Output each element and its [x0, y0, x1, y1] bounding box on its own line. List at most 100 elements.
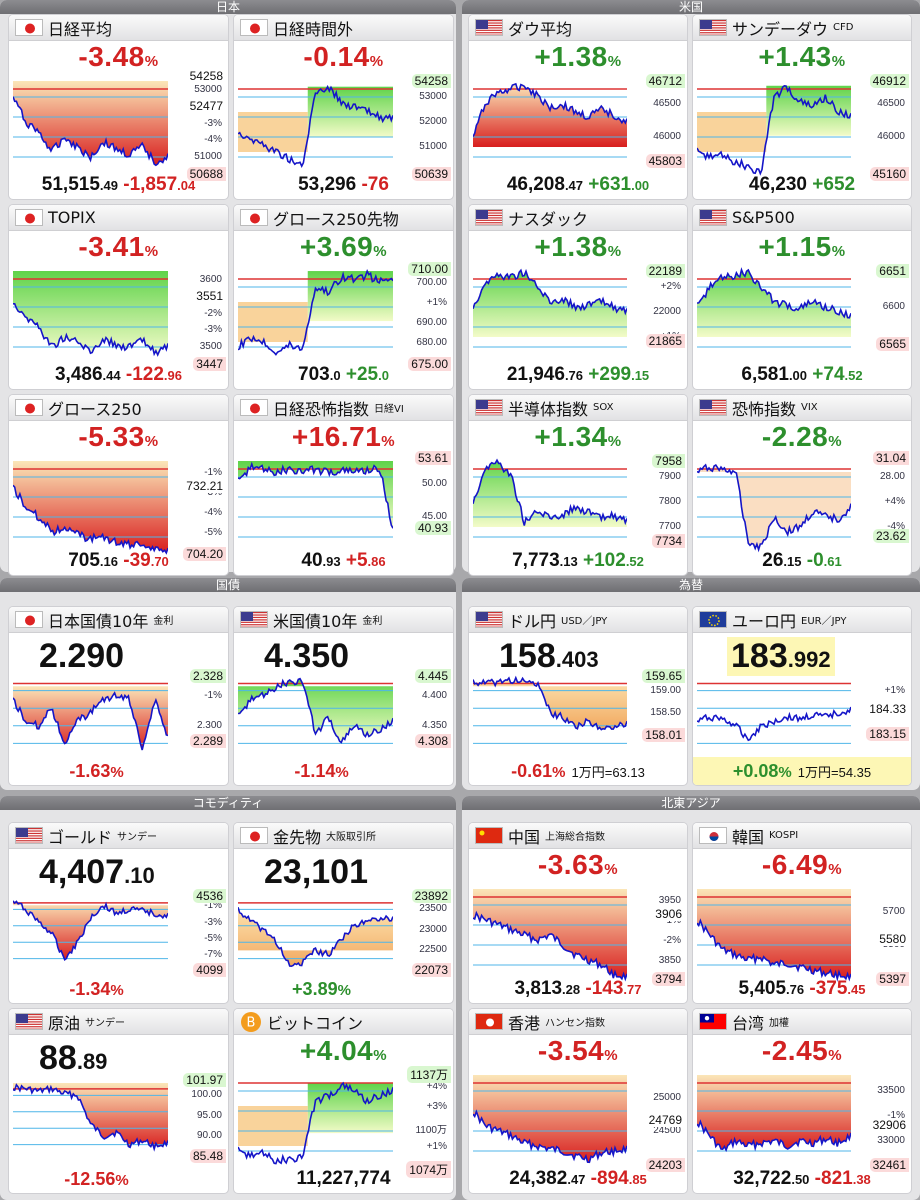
market-card[interactable]: B ビットコイン +4.04% +4% +3% 1100万 +1% 1137万 1074万 11,…	[233, 1008, 454, 1194]
market-card[interactable]: TOPIX-3.41%3600-1%-2%-3%3500355134473,48…	[8, 204, 229, 390]
instrument-sub: 日経VI	[374, 404, 404, 415]
price-and-change: 705.16 -39.70	[9, 550, 228, 572]
value-part: -821	[809, 1168, 853, 1189]
y-tick-label: 680.00	[416, 337, 447, 348]
market-card[interactable]: 台湾 加權 -2.45% 33500 -1% 33000 32906 32461 32,722.…	[692, 1008, 912, 1194]
yen-conversion: 1万円=54.35	[797, 765, 872, 780]
y-tick-label: +1%	[426, 297, 447, 308]
y-tick-label: -2%	[204, 307, 222, 319]
y-axis: 6600 6651 6565	[851, 264, 909, 367]
change-percent: -6.49%	[693, 849, 911, 881]
market-card[interactable]: 日経平均-3.48%53000-1%-3%-4%5100052477542585…	[8, 14, 229, 200]
percent-value: -1.14	[294, 761, 336, 781]
market-card[interactable]: 半導体指数 SOX +1.34% 7900 7800 7700 7958 7734 7,773.…	[468, 394, 688, 576]
percent-unit: %	[604, 861, 619, 878]
price-tag: 2.289	[189, 733, 226, 748]
flag-icon	[240, 611, 268, 628]
percent-unit: %	[831, 243, 846, 260]
change-percent: -3.41%	[9, 231, 228, 263]
y-axis: 50.00 45.00 53.61 40.93	[393, 451, 451, 557]
flag-icon	[15, 399, 43, 416]
change-percent: -0.14%	[234, 41, 453, 73]
value-part: .49	[99, 178, 118, 193]
percent-unit: %	[828, 1047, 843, 1064]
market-card[interactable]: ナスダック+1.38%+2%22000+1%221892186521,946.7…	[468, 204, 688, 390]
market-card[interactable]: 香港 ハンセン指数 -3.54% 25000 24500 24769 24203 24,382…	[468, 1008, 688, 1194]
y-tick-label: 46500	[877, 97, 905, 109]
percent-unit: %	[607, 243, 622, 260]
price-tag: 24203	[645, 1158, 685, 1172]
price-chart	[238, 893, 393, 975]
market-card[interactable]: ダウ平均 +1.38% 46500 46000 46712 45803 46,208.47 …	[468, 14, 688, 200]
market-card[interactable]: グロース250先物 +3.69% 700.00 +1% 690.00 680.00 710.…	[233, 204, 454, 390]
y-tick-label: 4.400	[421, 690, 447, 702]
percent-value: -3.41	[78, 231, 145, 262]
market-card[interactable]: 原油 サンデー 88.89 100.00 95.00 90.00 101.97 85.48 -1…	[8, 1008, 229, 1194]
market-card[interactable]: ドル円USD／JPY158.403159.00158.50-1%159.6515…	[468, 606, 688, 786]
percent-value: -1.34	[69, 979, 111, 999]
y-tick-label: -1%	[204, 900, 222, 912]
instrument-sub: VIX	[801, 402, 818, 413]
market-card[interactable]: 日本国債10年 金利 2.290 -1% 2.300 2.328 2.289 -1.63%	[8, 606, 229, 786]
value-part: .70	[150, 554, 169, 569]
y-tick-label: 22500	[419, 944, 447, 956]
y-tick-label: -3%	[204, 916, 222, 928]
percent-value: -12.56	[64, 1169, 116, 1189]
percent-unit: %	[831, 53, 846, 70]
market-card[interactable]: ユーロ円EUR／JPY183.992+1%185.00184.00184.331…	[692, 606, 912, 786]
market-card[interactable]: 日経時間外 -0.14% 53000 52000 51000 54258 50639 53,2…	[233, 14, 454, 200]
value-part: .47	[567, 1172, 586, 1187]
y-tick-label: 46500	[653, 97, 681, 109]
price-value: 158.403	[499, 637, 599, 676]
market-card[interactable]: グロース250-5.33%-1%-3%-4%-5%732.21704.20705…	[8, 394, 229, 576]
card-header: 原油 サンデー	[9, 1009, 228, 1035]
y-tick-label: 33500	[877, 1085, 905, 1096]
price-tag: 50688	[186, 167, 226, 181]
card-header: TOPIX	[9, 205, 228, 231]
change-percent: -0.61% 1万円=63.13	[469, 761, 687, 782]
price-tag: 45160	[869, 167, 909, 181]
market-card[interactable]: 金先物 大阪取引所 23,101 23500 23000 22500 23892 22073 +…	[233, 822, 454, 1004]
value-part: .77	[623, 982, 642, 997]
price-chart	[473, 1071, 627, 1171]
y-axis: 23500 23000 22500 23892 22073	[393, 889, 451, 977]
market-card[interactable]: ゴールド サンデー 4,407.10 -1% -3% -5% -7% 4536 4099 -1.3…	[8, 822, 229, 1004]
instrument-name: 中国	[508, 827, 541, 847]
price-and-change: 21,946.76 +299.15	[469, 364, 687, 386]
percent-unit: %	[828, 433, 843, 450]
section-title: 米国	[462, 0, 920, 14]
y-axis: +4% +3% 1100万 +1% 1137万 1074万	[393, 1066, 451, 1178]
market-card[interactable]: 中国上海総合指数-3.63%3950-1%-2%3850390637943,81…	[468, 822, 688, 1004]
market-card[interactable]: 恐怖指数 VIX -2.28% 28.00 +4% -4% 31.04 23.62 26.15 …	[692, 394, 912, 576]
market-card[interactable]: 米国債10年 金利 4.350 4.400 4.350 4.445 4.308 -1.14%	[233, 606, 454, 786]
price-tag: 3794	[652, 972, 685, 986]
market-card[interactable]: サンデーダウ CFD +1.43% 46500 46000 46912 45160 46,23…	[692, 14, 912, 200]
y-tick-label: 2.300	[196, 719, 222, 731]
price-chart	[697, 457, 851, 557]
y-tick-label: -4%	[887, 521, 905, 532]
y-tick-label: 5700	[882, 905, 905, 917]
price-chart	[473, 457, 627, 557]
percent-value: +16.71	[291, 421, 382, 452]
price-part: 4.350	[264, 637, 350, 675]
value-part: -1,857	[117, 174, 178, 195]
card-header: 日経時間外	[234, 15, 453, 41]
value-part: +5	[340, 550, 368, 571]
price-chart	[473, 267, 627, 367]
market-card[interactable]: 日経恐怖指数 日経VI +16.71% 50.00 45.00 53.61 40.93 40.…	[233, 394, 454, 576]
instrument-sub: CFD	[833, 22, 854, 33]
price-and-change: 703.0 +25.0	[234, 364, 453, 386]
price-and-change: 46,208.47 +631.00	[469, 174, 687, 196]
market-card[interactable]: S&P500 +1.15% 6600 6651 6565 6,581.00 +74.52	[692, 204, 912, 390]
instrument-name: TOPIX	[48, 208, 96, 227]
y-tick-label: 7900	[658, 471, 681, 482]
price-chart	[13, 77, 168, 177]
change-percent: +0.08% 1万円=54.35	[693, 761, 911, 782]
value-part: .85	[628, 1172, 647, 1187]
value-part: 53,296	[298, 174, 357, 195]
price-tag: 6651	[876, 264, 909, 278]
y-tick-label: 51000	[419, 141, 447, 152]
section-title: 日本	[0, 0, 456, 14]
value-part: +74	[807, 364, 845, 385]
